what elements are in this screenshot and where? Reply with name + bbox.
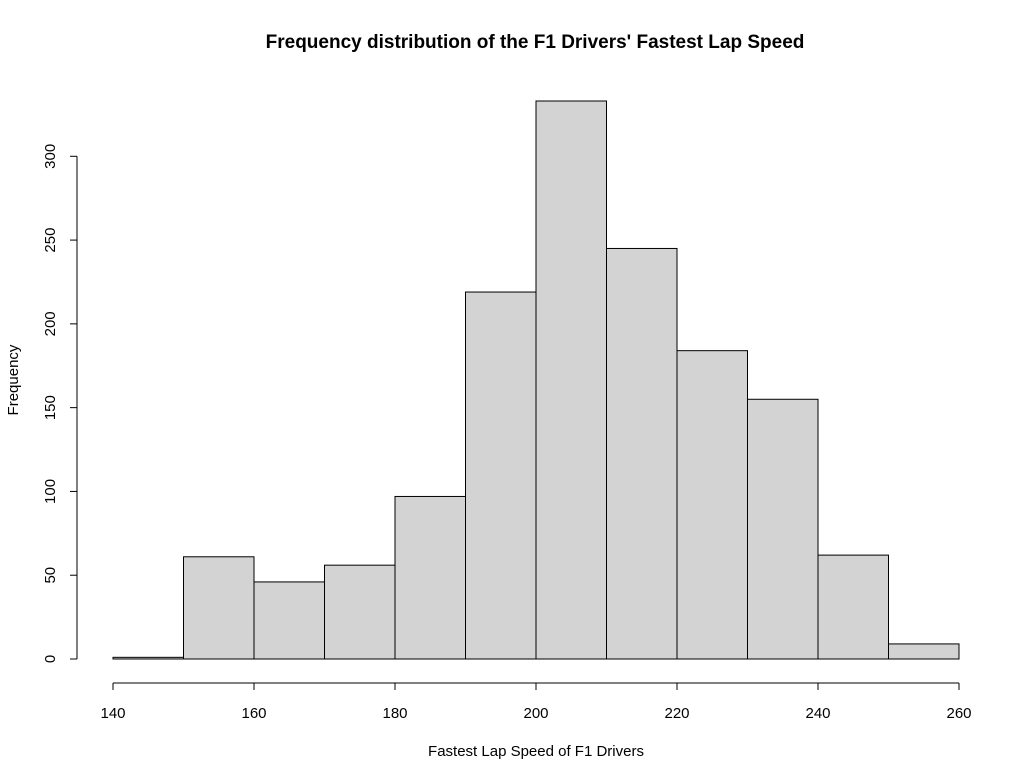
histogram-bar [112, 656, 184, 660]
histogram-bar [324, 564, 396, 660]
y-tick-label: 0 [42, 655, 59, 663]
x-tick-label: 220 [664, 705, 689, 722]
histogram-bar [606, 247, 678, 660]
y-axis-label: Frequency [5, 344, 22, 415]
histogram-bar [747, 398, 819, 660]
chart-title: Frequency distribution of the F1 Drivers… [266, 32, 805, 53]
x-tick-label: 180 [382, 705, 407, 722]
histogram-bar [676, 350, 748, 660]
y-tick-label: 50 [42, 567, 59, 584]
histogram-bar [888, 643, 960, 660]
x-tick-label: 260 [946, 705, 971, 722]
y-tick-label: 200 [42, 311, 59, 336]
histogram-bar [817, 554, 889, 660]
x-axis: 140 160 180 200 220 240 260 [100, 682, 972, 722]
histogram-bar [394, 495, 466, 660]
bars-group [112, 100, 960, 660]
histogram-bar [253, 581, 325, 660]
x-tick-label: 160 [241, 705, 266, 722]
y-tick-label: 100 [42, 479, 59, 504]
y-tick-label: 150 [42, 395, 59, 420]
histogram-bar [465, 291, 537, 660]
y-tick-label: 300 [42, 144, 59, 169]
y-axis: 0 50 100 150 200 250 300 [42, 144, 78, 663]
x-axis-label: Fastest Lap Speed of F1 Drivers [428, 743, 644, 760]
x-tick-label: 240 [805, 705, 830, 722]
histogram-bar [535, 100, 607, 660]
histogram-bar [183, 556, 255, 660]
x-tick-label: 200 [523, 705, 548, 722]
y-tick-label: 250 [42, 228, 59, 253]
x-tick-label: 140 [100, 705, 125, 722]
